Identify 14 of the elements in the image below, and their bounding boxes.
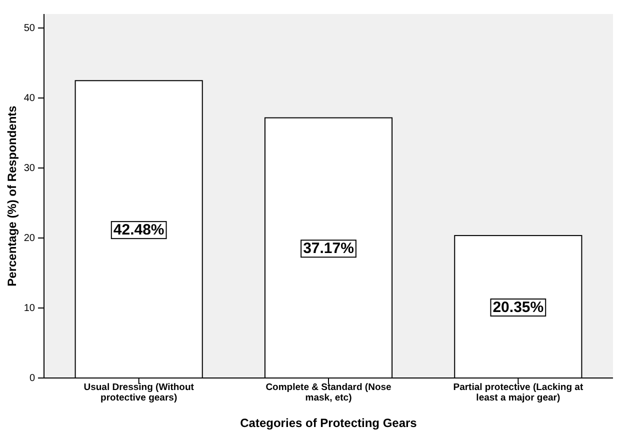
y-tick-label: 50 <box>24 23 36 34</box>
x-tick-label: Usual Dressing (Without protective gears) <box>84 382 195 404</box>
x-tick-label: Partial protective (Lacking at least a major gear) <box>453 382 584 404</box>
y-axis-title: Percentage (%) of Respondents <box>5 105 19 286</box>
x-axis-title: Categories of Protecting Gears <box>240 416 418 430</box>
x-tick-label: Complete & Standard (Nose mask, etc) <box>266 382 392 404</box>
y-tick-label: 10 <box>24 303 36 314</box>
y-tick-label: 40 <box>24 93 36 104</box>
data-label: 42.48% <box>113 222 164 239</box>
data-label: 20.35% <box>492 299 544 316</box>
y-tick-label: 30 <box>24 163 36 174</box>
y-tick-label: 0 <box>29 373 36 384</box>
data-label: 37.17% <box>303 240 354 258</box>
y-tick-label: 20 <box>24 233 36 244</box>
